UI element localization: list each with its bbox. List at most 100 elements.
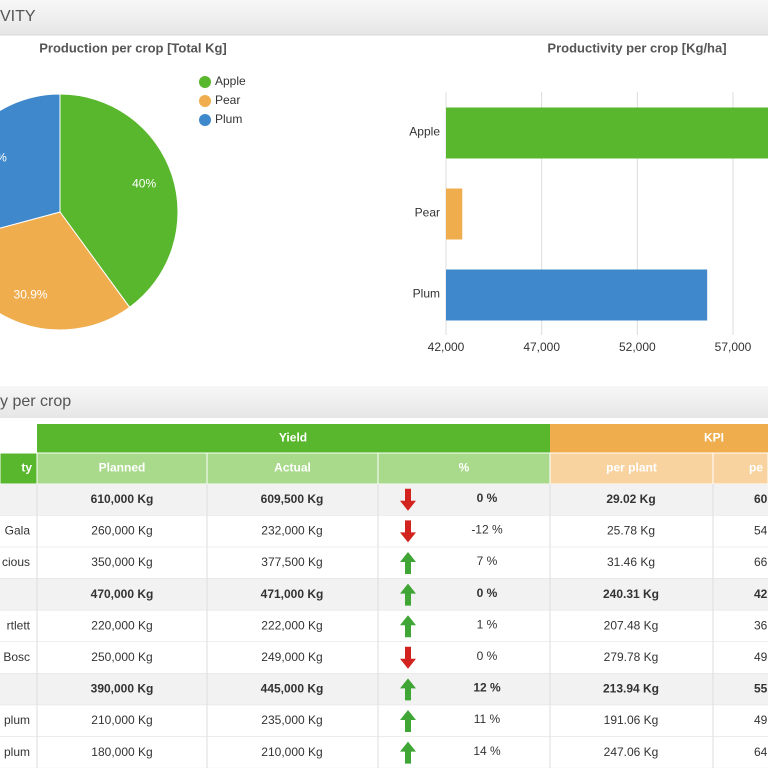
column-header-label: pe xyxy=(749,461,763,475)
per-plant: 29.02 Kg xyxy=(606,492,655,506)
table-row xyxy=(0,705,768,737)
per-plant: 191.06 Kg xyxy=(604,713,659,727)
legend-label: Pear xyxy=(215,93,240,107)
table-row xyxy=(0,515,768,548)
bar xyxy=(446,188,463,240)
slice-label: 40% xyxy=(132,177,156,191)
per-plant: 279.78 Kg xyxy=(604,650,659,664)
actual: 249,000 Kg xyxy=(261,650,322,664)
row-name: Gala xyxy=(5,524,31,538)
table-row xyxy=(0,610,768,642)
column-header-label: Actual xyxy=(274,461,311,475)
header-bar xyxy=(0,0,768,35)
planned: 390,000 Kg xyxy=(91,682,154,696)
actual: 445,000 Kg xyxy=(261,682,324,696)
planned: 250,000 Kg xyxy=(91,650,152,664)
row-name: plum xyxy=(4,713,30,727)
trend-arrow-up xyxy=(400,615,416,638)
per-ha: 60 xyxy=(754,492,768,506)
column-header xyxy=(206,452,379,485)
trend-arrow-down xyxy=(400,488,416,511)
percent: 14 % xyxy=(473,744,501,758)
percent: 11 % xyxy=(474,712,501,726)
trend-arrow-up xyxy=(400,583,416,606)
percent: 1 % xyxy=(477,617,498,631)
trend-arrow-down xyxy=(400,646,416,669)
planned: 350,000 Kg xyxy=(91,555,152,569)
actual: 609,500 Kg xyxy=(261,492,324,506)
trend-arrow-up xyxy=(400,552,416,574)
row-name: Bosc xyxy=(3,650,30,664)
group-header-label: KPI xyxy=(704,431,724,445)
per-ha: 49 xyxy=(754,713,768,727)
y-tick-label: Apple xyxy=(409,125,440,139)
y-tick-label: Plum xyxy=(413,287,440,301)
trend-arrow-up xyxy=(400,678,416,701)
x-tick-label: 52,000 xyxy=(619,340,656,354)
actual: 210,000 Kg xyxy=(261,745,322,759)
trend-arrow-down xyxy=(400,520,416,543)
group-header xyxy=(550,424,768,453)
column-header-label: Planned xyxy=(99,461,146,475)
percent: 0 % xyxy=(477,586,498,600)
column-header-label: per plant xyxy=(606,461,657,475)
table-row xyxy=(0,673,768,706)
y-tick-label: Pear xyxy=(415,206,440,220)
chart-title: Productivity per crop [Kg/ha] xyxy=(547,40,726,55)
per-ha: 49 xyxy=(754,650,768,664)
legend-swatch xyxy=(199,95,211,107)
trend-arrow-up xyxy=(400,741,416,764)
bar xyxy=(446,107,768,159)
table-row xyxy=(0,547,768,579)
legend-swatch xyxy=(199,114,211,126)
per-plant: 207.48 Kg xyxy=(604,618,659,632)
actual: 222,000 Kg xyxy=(261,618,322,632)
section-bar xyxy=(0,386,768,418)
column-header-label: ty xyxy=(21,461,32,475)
legend-swatch xyxy=(199,76,211,88)
table-row xyxy=(0,578,768,611)
slice-label: 29.2% xyxy=(0,150,7,164)
pie-slice xyxy=(0,93,61,229)
actual: 471,000 Kg xyxy=(261,587,324,601)
legend-label: Plum xyxy=(215,112,242,126)
table-row xyxy=(0,642,768,674)
row-name: rtlett xyxy=(7,618,31,632)
x-tick-label: 47,000 xyxy=(523,340,560,354)
per-plant: 213.94 Kg xyxy=(603,682,659,696)
percent: 7 % xyxy=(477,554,498,568)
row-name: plum xyxy=(4,745,30,759)
group-header xyxy=(37,424,550,453)
section-title: y per crop xyxy=(0,393,71,410)
bar xyxy=(446,269,708,321)
planned: 610,000 Kg xyxy=(91,492,154,506)
percent: -12 % xyxy=(471,523,503,537)
per-plant: 247.06 Kg xyxy=(604,745,659,759)
per-ha: 66 xyxy=(754,555,768,569)
x-tick-label: 57,000 xyxy=(715,340,752,354)
trend-arrow-up xyxy=(400,710,416,732)
actual: 377,500 Kg xyxy=(261,555,322,569)
slice-label: 30.9% xyxy=(14,288,48,302)
per-plant: 25.78 Kg xyxy=(607,524,655,538)
percent: 12 % xyxy=(473,681,501,695)
planned: 210,000 Kg xyxy=(91,713,152,727)
per-plant: 31.46 Kg xyxy=(607,555,655,569)
per-ha: 36 xyxy=(754,618,768,632)
pie-slice xyxy=(59,93,179,308)
table-row xyxy=(0,736,768,768)
planned: 260,000 Kg xyxy=(91,524,152,538)
table-row xyxy=(0,484,768,516)
actual: 232,000 Kg xyxy=(261,524,322,538)
per-plant: 240.31 Kg xyxy=(603,587,659,601)
actual: 235,000 Kg xyxy=(261,713,322,727)
planned: 470,000 Kg xyxy=(91,587,154,601)
column-header-label: % xyxy=(459,461,470,475)
x-tick-label: 42,000 xyxy=(428,340,465,354)
legend-label: Apple xyxy=(215,74,246,88)
pie-slice xyxy=(0,211,131,331)
row-name: cious xyxy=(2,555,30,569)
group-header-label: Yield xyxy=(279,431,307,445)
chart-title: Production per crop [Total Kg] xyxy=(39,40,227,55)
